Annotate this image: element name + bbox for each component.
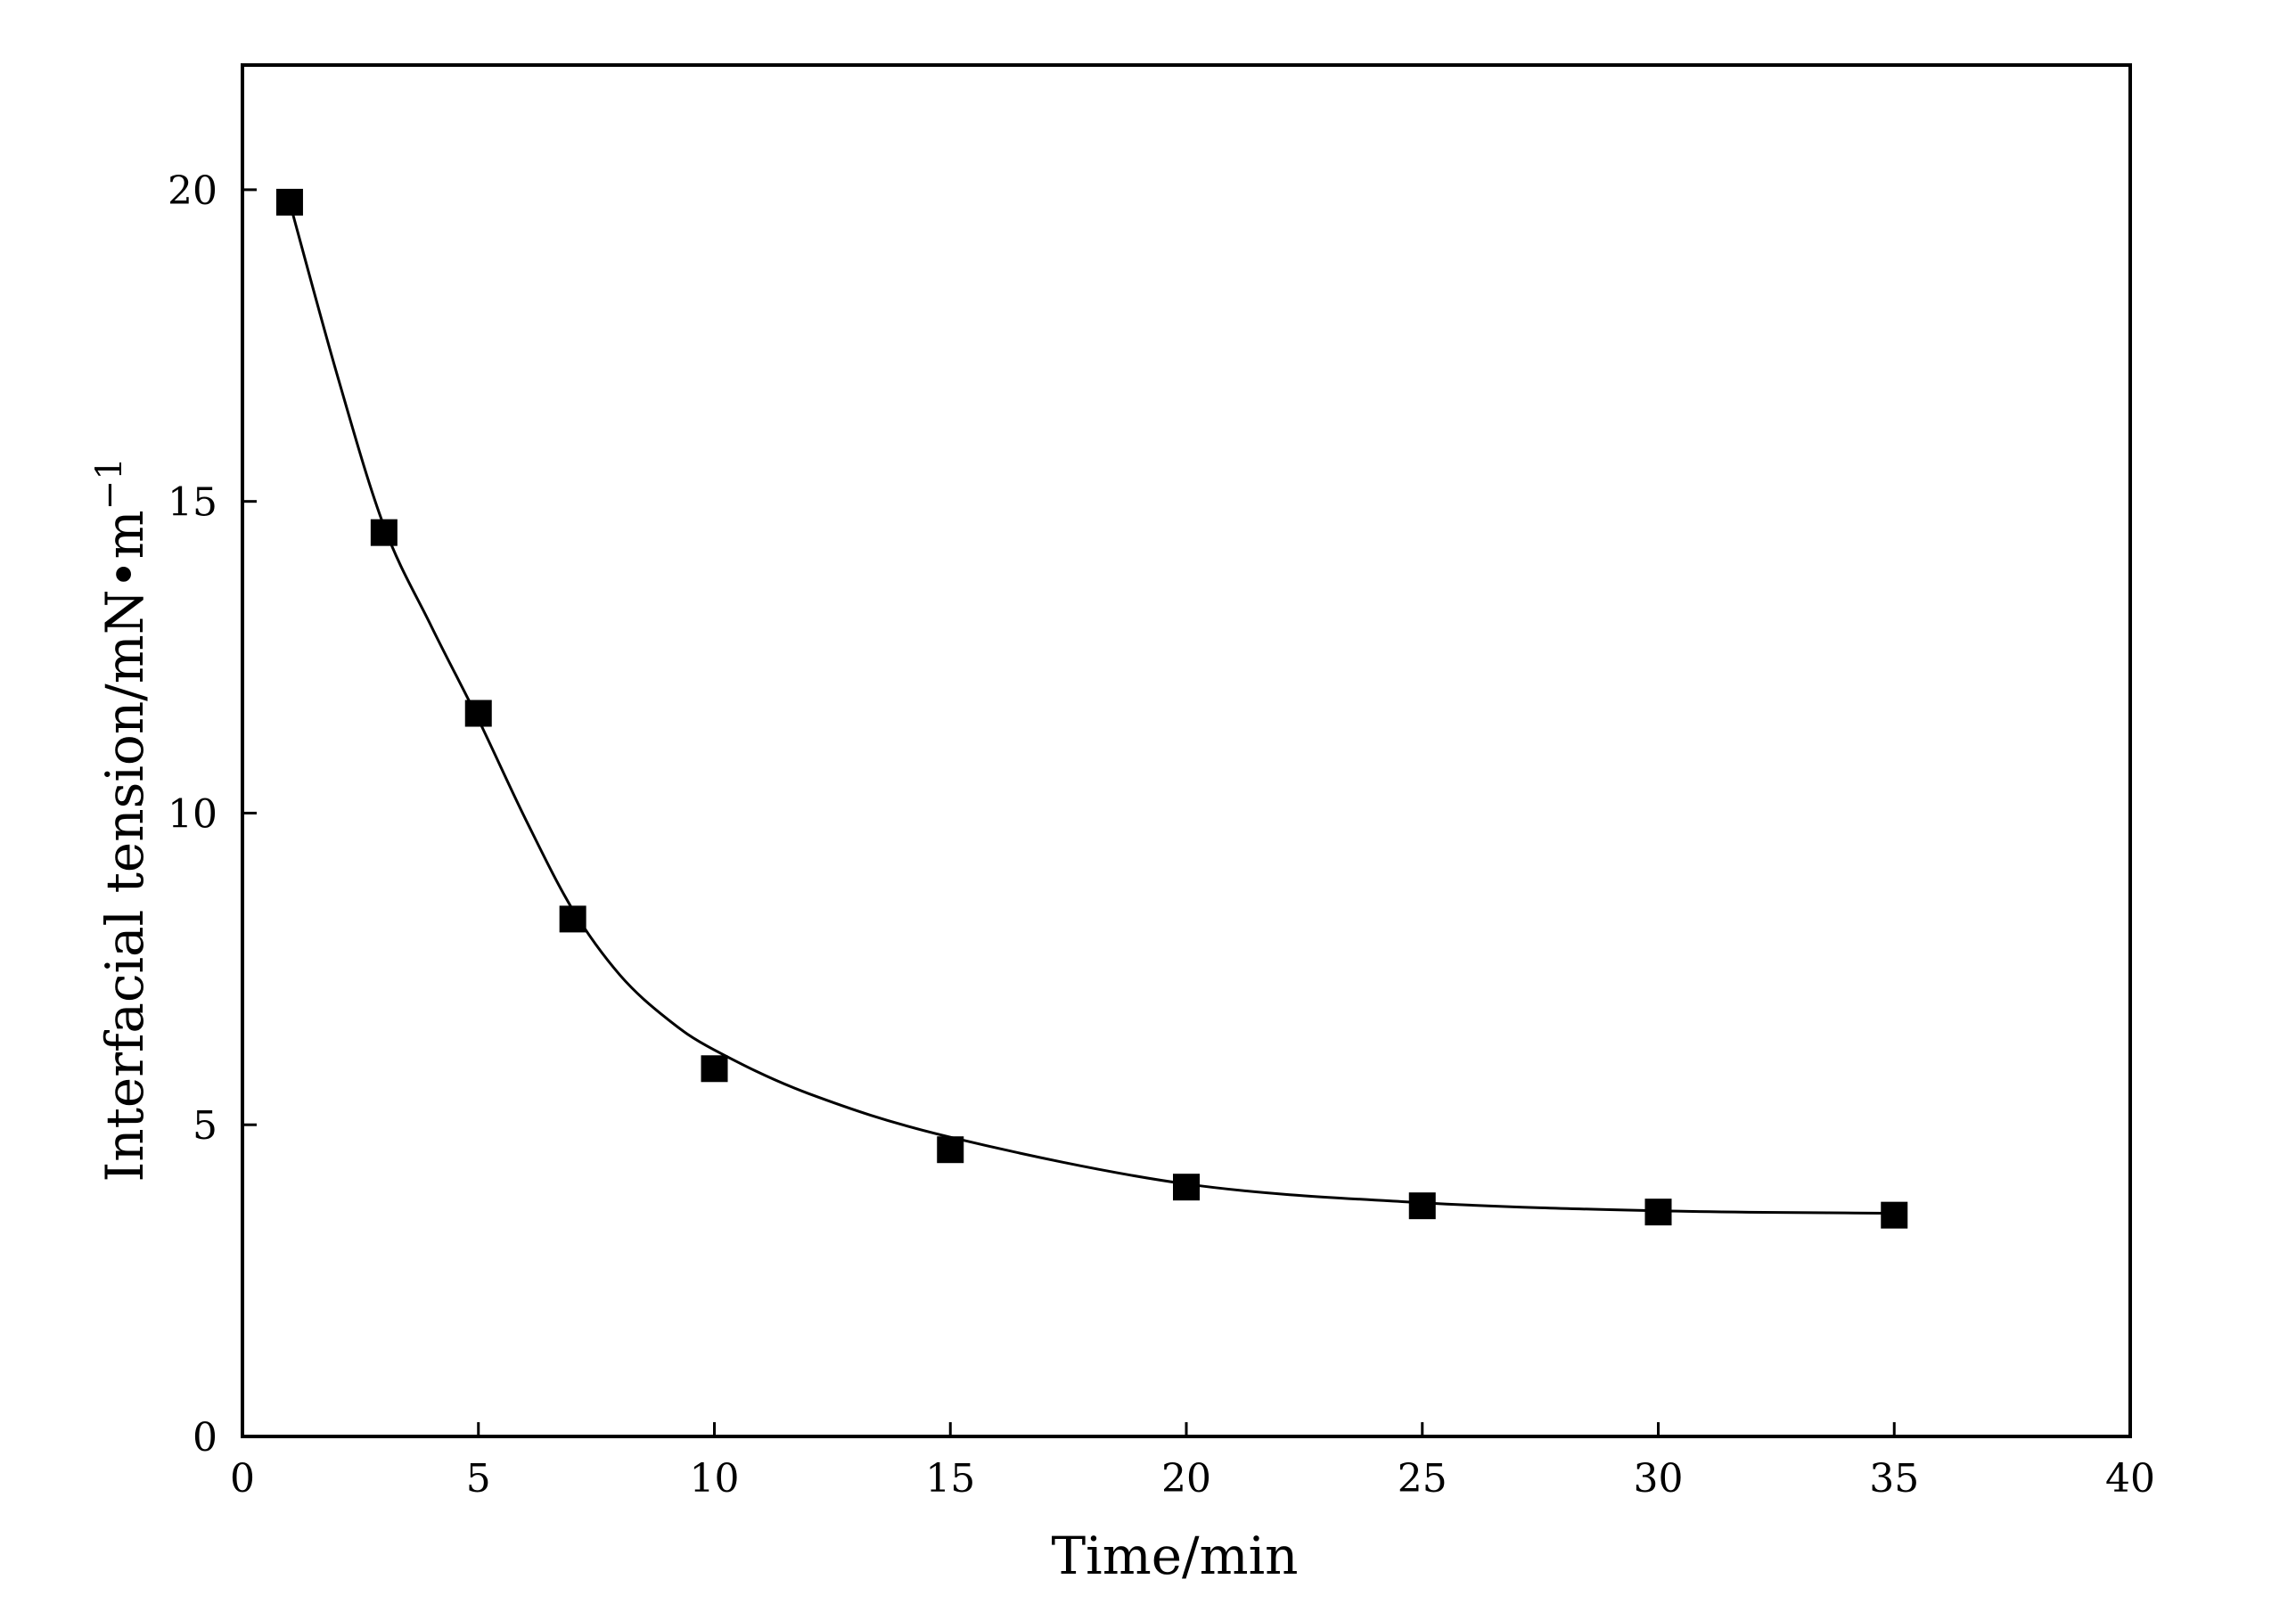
y-axis-title-superscript: −1 [89, 457, 130, 510]
data-point [370, 519, 398, 546]
x-tick-label: 30 [1634, 1456, 1684, 1502]
y-tick-label: 0 [193, 1415, 217, 1461]
y-axis-title: Interfacial tension/mN•m−1 [89, 457, 155, 1182]
x-tick-label: 20 [1161, 1456, 1211, 1502]
x-tick-label: 25 [1398, 1456, 1447, 1502]
x-tick-label: 40 [2105, 1456, 2155, 1502]
x-tick-label: 5 [466, 1456, 491, 1502]
y-tick-label: 15 [168, 480, 217, 526]
data-point [1408, 1192, 1436, 1220]
x-tick-label: 35 [1869, 1456, 1919, 1502]
plot-frame [241, 63, 2132, 1438]
plot-area [241, 63, 2132, 1438]
x-tick-label: 10 [690, 1456, 740, 1502]
data-point [1173, 1174, 1200, 1201]
y-axis-title-text: Interfacial tension/mN•m [94, 510, 155, 1182]
data-marks [275, 188, 1908, 1229]
y-tick-label: 10 [168, 791, 217, 837]
y-tick-label: 5 [193, 1103, 217, 1149]
axis-ticks: 0 5 10 15 20 25 30 35 40 0 5 10 15 20 [168, 168, 2155, 1502]
data-point [1644, 1199, 1672, 1226]
data-point [1881, 1201, 1908, 1229]
x-tick-label: 0 [230, 1456, 255, 1502]
data-point [701, 1055, 728, 1083]
data-point [559, 905, 586, 933]
data-point [937, 1136, 964, 1164]
data-point [275, 188, 303, 216]
x-axis-title: Time/min [1051, 1526, 1298, 1586]
fit-curve [288, 201, 1895, 1215]
y-tick-label: 20 [168, 168, 217, 214]
x-tick-label: 15 [925, 1456, 975, 1502]
data-point [464, 700, 492, 727]
